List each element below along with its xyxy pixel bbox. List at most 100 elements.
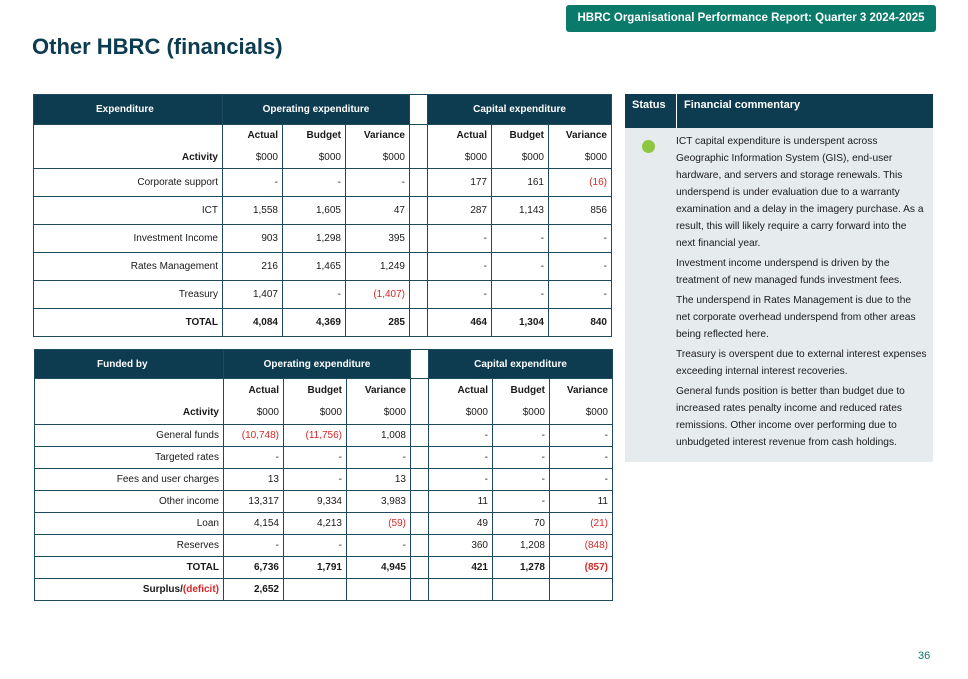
table-row: Reserves - - - 360 1,208 (848) [34, 534, 613, 557]
table-row: Rates Management 216 1,465 1,249 - - - [33, 252, 612, 281]
cell-value: 1,249 [345, 252, 410, 281]
cell-value: 1,278 [492, 556, 550, 579]
unit-label: $000 [549, 401, 613, 425]
surplus-label: Surplus/ [142, 584, 183, 595]
cell-value: (857) [549, 556, 613, 579]
cell-value: - [428, 468, 493, 491]
cell-value: - [548, 280, 612, 309]
col-activity: Activity [33, 146, 223, 169]
cell-value: - [427, 280, 492, 309]
cell-value: - [346, 446, 411, 469]
unit-label: $000 [345, 146, 410, 169]
row-label: Treasury [33, 280, 223, 309]
cell-value: 395 [345, 224, 410, 253]
col-budget: Budget [283, 378, 347, 402]
cell-value: 161 [491, 168, 549, 197]
unit-label: $000 [492, 401, 550, 425]
cell-value: 11 [428, 490, 493, 513]
total-row: TOTAL 6,736 1,791 4,945 421 1,278 (857) [34, 556, 613, 579]
col-variance: Variance [346, 378, 411, 402]
cell-value: 1,304 [491, 308, 549, 337]
expenditure-header: Expenditure [33, 94, 223, 125]
commentary-paragraph: Treasury is overspent due to external in… [676, 349, 927, 377]
cell-value: 285 [345, 308, 410, 337]
cell-value: - [492, 468, 550, 491]
col-variance: Variance [549, 378, 613, 402]
cell-value: (11,756) [283, 424, 347, 447]
cell-value: - [283, 468, 347, 491]
col-budget: Budget [282, 124, 346, 147]
cell-value: - [427, 252, 492, 281]
cell-value: (59) [346, 512, 411, 535]
cell-value: - [428, 446, 493, 469]
commentary-header: Status Financial commentary [625, 94, 933, 128]
unit-label: $000 [346, 401, 411, 425]
cell-value: - [492, 446, 550, 469]
cell-value: (16) [548, 168, 612, 197]
table-row: Corporate support - - - 177 161 (16) [33, 168, 612, 197]
commentary-panel: Status Financial commentary ICT capital … [625, 94, 933, 462]
row-label: Loan [34, 512, 224, 535]
commentary-paragraph: General funds position is better than bu… [676, 386, 905, 448]
col-budget: Budget [492, 378, 550, 402]
commentary-text: ICT capital expenditure is underspent ac… [676, 132, 928, 454]
cell-value: - [283, 534, 347, 557]
cell-value: 6,736 [223, 556, 284, 579]
row-label: General funds [34, 424, 224, 447]
cell-value: 856 [548, 196, 612, 225]
funded-by-header: Funded by [34, 349, 224, 379]
unit-label: $000 [223, 401, 284, 425]
table-row: Other income 13,317 9,334 3,983 11 - 11 [34, 490, 613, 513]
cell-value: - [222, 168, 283, 197]
deficit-label: (deficit) [182, 584, 219, 595]
cell-value: 49 [428, 512, 493, 535]
row-label: Corporate support [33, 168, 223, 197]
unit-label: $000 [548, 146, 612, 169]
cell-value: - [492, 490, 550, 513]
col-actual: Actual [223, 378, 284, 402]
row-label: Rates Management [33, 252, 223, 281]
table-row: Fees and user charges 13 - 13 - - - [34, 468, 613, 491]
expenditure-table: Expenditure Operating expenditure Capita… [33, 94, 612, 337]
col-budget: Budget [491, 124, 549, 147]
cell-value: 287 [427, 196, 492, 225]
status-indicator [642, 140, 655, 153]
cell-value: (21) [549, 512, 613, 535]
cell-value: 1,791 [283, 556, 347, 579]
cell-value: 1,605 [282, 196, 346, 225]
cell-value: 47 [345, 196, 410, 225]
unit-label: $000 [491, 146, 549, 169]
cell-value: - [549, 424, 613, 447]
cell-value: 1,465 [282, 252, 346, 281]
cell-value: 903 [222, 224, 283, 253]
cell-value: 9,334 [283, 490, 347, 513]
cell-value: 1,407 [222, 280, 283, 309]
cell-value: - [491, 224, 549, 253]
table-row: Targeted rates - - - - - - [34, 446, 613, 469]
row-label: Targeted rates [34, 446, 224, 469]
cell-value: 1,143 [491, 196, 549, 225]
cell-value: 4,945 [346, 556, 411, 579]
table-row: Investment Income 903 1,298 395 - - - [33, 224, 612, 253]
cell-value: - [549, 468, 613, 491]
table-row: ICT 1,558 1,605 47 287 1,143 856 [33, 196, 612, 225]
cell-value: 13 [223, 468, 284, 491]
surplus-row: Surplus/(deficit) 2,652 [34, 578, 613, 601]
row-label: TOTAL [34, 556, 224, 579]
commentary-paragraph: The underspend in Rates Management is du… [676, 295, 916, 340]
cell-value: - [428, 424, 493, 447]
unit-label: $000 [428, 401, 493, 425]
cell-value: - [492, 424, 550, 447]
cell-value: 1,208 [492, 534, 550, 557]
col-activity: Activity [34, 401, 224, 425]
unit-label: $000 [222, 146, 283, 169]
capex-header: Capital expenditure [428, 349, 613, 379]
cell-value: 4,154 [223, 512, 284, 535]
cell-value: - [549, 446, 613, 469]
row-label: TOTAL [33, 308, 223, 337]
row-label: Other income [34, 490, 224, 513]
cell-value: 13,317 [223, 490, 284, 513]
cell-value: 13 [346, 468, 411, 491]
commentary-paragraph: ICT capital expenditure is underspent ac… [676, 136, 924, 249]
cell-value: 3,983 [346, 490, 411, 513]
